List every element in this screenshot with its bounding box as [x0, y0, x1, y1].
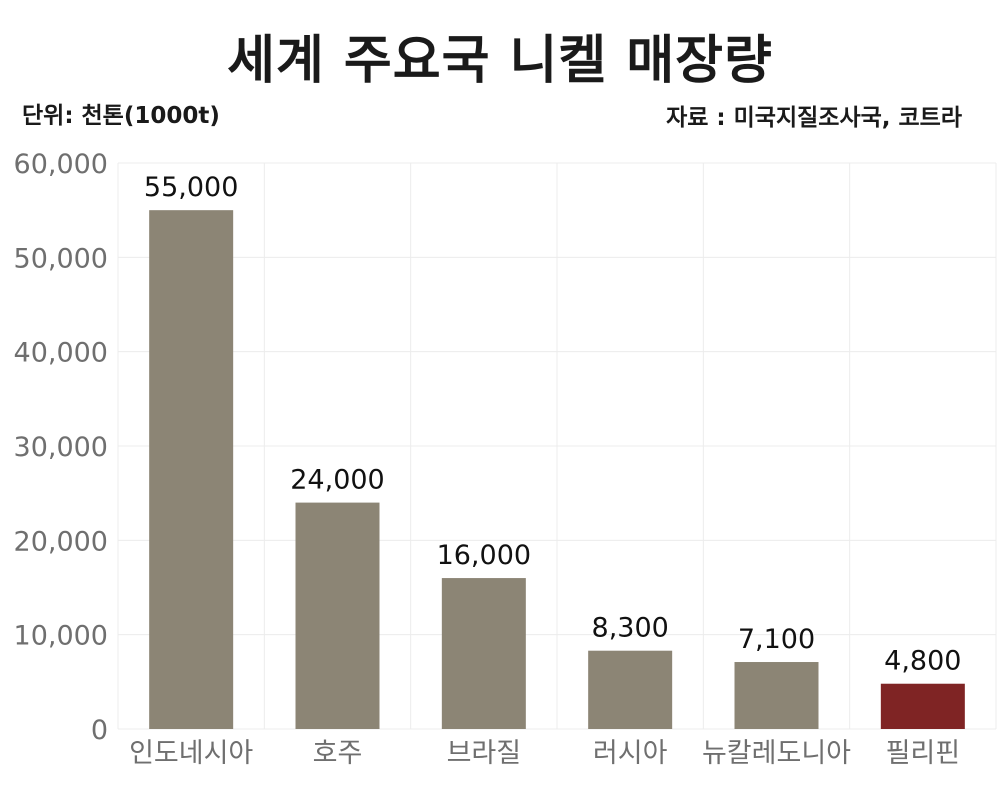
- y-tick-label: 30,000: [14, 432, 108, 463]
- data-label: 4,800: [884, 646, 961, 677]
- bar: [734, 662, 819, 729]
- source-label: 자료 : 미국지질조사국, 코트라: [666, 105, 962, 131]
- data-label: 24,000: [290, 465, 384, 496]
- bar: [441, 578, 526, 729]
- data-label: 16,000: [437, 540, 531, 571]
- x-tick-label: 뉴칼레도니아: [702, 738, 851, 769]
- unit-label: 단위: 천톤(1000t): [22, 103, 220, 129]
- bar: [880, 683, 965, 729]
- x-tick-label: 인도네시아: [129, 738, 253, 769]
- x-tick-label: 필리핀: [886, 738, 961, 769]
- data-label: 7,100: [738, 624, 815, 655]
- y-tick-label: 40,000: [14, 338, 108, 369]
- bar: [295, 502, 380, 729]
- label-layer: 0 10,000 20,000 30,000 40,000 50,000 60,000 55,…: [14, 149, 962, 769]
- x-tick-label: 브라질: [447, 738, 522, 769]
- y-tick-label: 60,000: [14, 149, 108, 180]
- chart-title: 세계 주요국 니켈 매장량: [227, 31, 773, 91]
- grid-layer: [117, 162, 997, 730]
- data-label: 55,000: [144, 172, 238, 203]
- bar-layer: [149, 210, 965, 729]
- x-tick-label: 러시아: [593, 738, 668, 769]
- bar: [588, 650, 673, 729]
- y-tick-label: 10,000: [14, 621, 108, 652]
- x-tick-label: 호주: [313, 738, 363, 769]
- bar: [149, 210, 234, 729]
- data-label: 8,300: [592, 613, 669, 644]
- y-tick-label: 0: [91, 715, 108, 746]
- y-tick-label: 20,000: [14, 526, 108, 557]
- y-tick-label: 50,000: [14, 243, 108, 274]
